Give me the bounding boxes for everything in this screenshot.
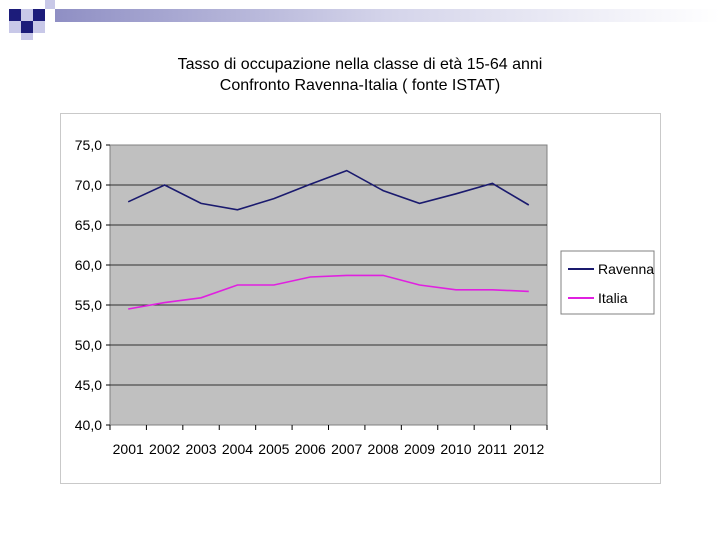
legend-box: [560, 250, 655, 315]
x-tick-label: 2011: [477, 441, 507, 457]
tick-layer: 40,0 45,0 50,0 55,0 60,0 65,0 70,0 75,0 2001 2002…: [75, 137, 548, 457]
chart-title: Tasso di occupazione nella classe di età…: [0, 54, 720, 96]
y-tick-label: 50,0: [75, 337, 102, 353]
y-tick-label: 55,0: [75, 297, 102, 313]
deco-bar: [55, 9, 720, 22]
x-tick-label: 2001: [113, 441, 144, 457]
deco-square: [21, 33, 33, 40]
deco-square: [9, 21, 21, 33]
series-line-italia: [128, 274, 529, 310]
y-tick-label: 60,0: [75, 257, 102, 273]
plot-area: [109, 144, 548, 426]
legend-label-ravenna: Ravenna: [598, 261, 654, 277]
y-tick-label: 40,0: [75, 417, 102, 433]
x-tick-label: 2006: [295, 441, 326, 457]
deco-square: [45, 0, 55, 9]
series-layer: [127, 169, 530, 310]
legend-label-italia: Italia: [598, 290, 628, 306]
legend: Ravenna Italia: [560, 250, 655, 315]
y-tick-label: 65,0: [75, 217, 102, 233]
x-tick-label: 2004: [222, 441, 253, 457]
deco-square: [9, 9, 21, 21]
x-tick-label: 2012: [513, 441, 544, 457]
x-tick-label: 2009: [404, 441, 435, 457]
header-decoration: [9, 0, 720, 40]
y-tick-label: 70,0: [75, 177, 102, 193]
grid-layer: [110, 184, 547, 386]
title-line-2: Confronto Ravenna-Italia ( fonte ISTAT): [219, 77, 501, 94]
title-line-1: Tasso di occupazione nella classe di età…: [177, 56, 543, 73]
x-tick-label: 2007: [331, 441, 362, 457]
x-tick-label: 2008: [368, 441, 399, 457]
deco-square: [33, 21, 45, 33]
y-tick-label: 75,0: [75, 137, 102, 153]
y-tick-label: 45,0: [75, 377, 102, 393]
deco-square: [21, 9, 33, 21]
deco-square: [21, 21, 33, 33]
x-tick-label: 2005: [258, 441, 289, 457]
x-tick-label: 2010: [440, 441, 471, 457]
x-tick-label: 2003: [185, 441, 216, 457]
series-line-ravenna: [127, 169, 530, 211]
x-tick-label: 2002: [149, 441, 180, 457]
deco-square: [33, 9, 45, 21]
